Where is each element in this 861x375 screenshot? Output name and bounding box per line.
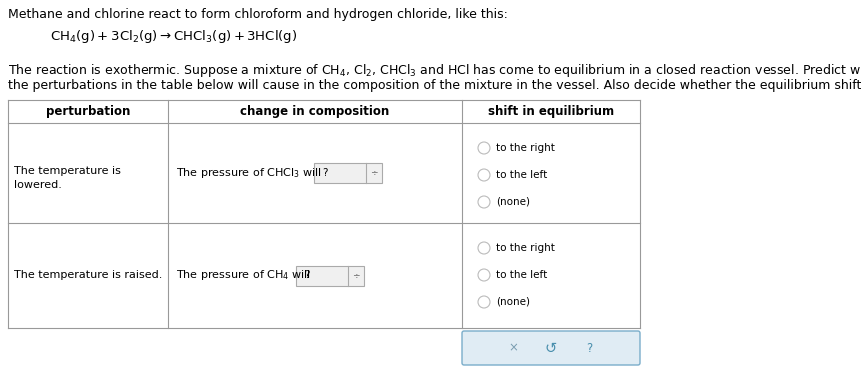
Text: to the left: to the left [495, 270, 547, 280]
Text: The temperature is raised.: The temperature is raised. [14, 270, 162, 280]
Text: change in composition: change in composition [240, 105, 389, 118]
Text: to the left: to the left [495, 170, 547, 180]
Text: shift in equilibrium: shift in equilibrium [487, 105, 613, 118]
Circle shape [478, 296, 489, 308]
Text: ?: ? [304, 270, 309, 280]
Circle shape [478, 196, 489, 208]
Text: $\mathrm{CH_4(g)+3Cl_2(g) \rightarrow CHCl_3(g)+3HCl(g)}$: $\mathrm{CH_4(g)+3Cl_2(g) \rightarrow CH… [50, 28, 297, 45]
Text: to the right: to the right [495, 243, 554, 253]
FancyBboxPatch shape [295, 266, 363, 285]
FancyBboxPatch shape [313, 163, 381, 183]
Text: The reaction is exothermic. Suppose a mixture of $\mathrm{CH_4}$, $\mathrm{Cl_2}: The reaction is exothermic. Suppose a mi… [8, 62, 861, 79]
Text: The pressure of $\mathrm{CHCl_3}$ will: The pressure of $\mathrm{CHCl_3}$ will [176, 166, 321, 180]
Text: ↺: ↺ [544, 340, 556, 356]
Circle shape [478, 142, 489, 154]
Circle shape [478, 269, 489, 281]
Text: ?: ? [322, 168, 327, 178]
FancyBboxPatch shape [461, 331, 639, 365]
Text: Methane and chlorine react to form chloroform and hydrogen chloride, like this:: Methane and chlorine react to form chlor… [8, 8, 507, 21]
Text: (none): (none) [495, 197, 530, 207]
Text: to the right: to the right [495, 143, 554, 153]
Circle shape [478, 242, 489, 254]
Text: ×: × [507, 342, 517, 354]
Circle shape [478, 169, 489, 181]
Text: The pressure of $\mathrm{CH_4}$ will: The pressure of $\mathrm{CH_4}$ will [176, 268, 311, 282]
Text: ÷: ÷ [369, 168, 377, 177]
Text: ÷: ÷ [352, 271, 359, 280]
Text: the perturbations in the table below will cause in the composition of the mixtur: the perturbations in the table below wil… [8, 79, 861, 92]
Text: (none): (none) [495, 297, 530, 307]
Text: ?: ? [585, 342, 592, 354]
Text: The temperature is
lowered.: The temperature is lowered. [14, 166, 121, 190]
Text: perturbation: perturbation [46, 105, 130, 118]
